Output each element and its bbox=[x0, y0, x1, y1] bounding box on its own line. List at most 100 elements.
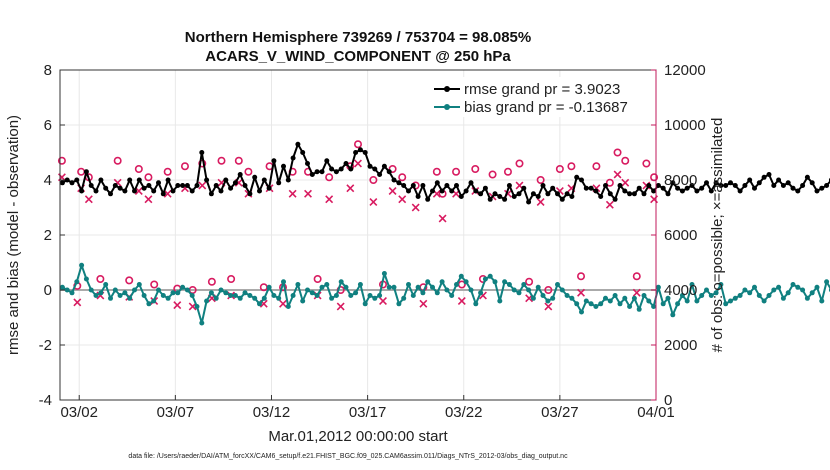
obs-assimilated-marker bbox=[144, 195, 153, 204]
obs-possible-marker bbox=[180, 162, 189, 171]
rmse-point bbox=[83, 169, 89, 175]
rmse-point bbox=[550, 185, 556, 191]
bias-point bbox=[679, 293, 685, 298]
rmse-point bbox=[122, 188, 128, 194]
legend-box bbox=[428, 77, 648, 117]
bias-point bbox=[430, 284, 435, 290]
rmse-point bbox=[511, 194, 517, 199]
x-tick-label: 03/12 bbox=[253, 404, 291, 421]
rmse-point bbox=[588, 185, 594, 191]
rmse-point bbox=[232, 180, 238, 186]
rmse-point bbox=[151, 188, 157, 194]
bias-point bbox=[425, 279, 431, 285]
rmse-point bbox=[237, 172, 243, 177]
rmse-point bbox=[708, 188, 714, 194]
obs-possible-marker bbox=[621, 156, 630, 165]
rmse-point bbox=[679, 188, 685, 194]
rmse-point bbox=[718, 183, 724, 188]
x-axis-label: Mar.01,2012 00:00:00 start bbox=[268, 428, 448, 445]
rmse-point bbox=[357, 147, 363, 153]
obs-possible-marker bbox=[125, 276, 134, 285]
bias-point bbox=[622, 295, 628, 301]
bias-point bbox=[819, 298, 825, 304]
rmse-point bbox=[223, 177, 229, 183]
bias-point bbox=[603, 295, 608, 301]
y-tick-label: -4 bbox=[39, 392, 52, 409]
obs-assimilated-marker bbox=[577, 288, 585, 297]
rmse-point bbox=[670, 180, 676, 186]
rmse-point bbox=[530, 191, 536, 197]
rmse-point bbox=[314, 169, 320, 175]
bias-point bbox=[454, 282, 459, 287]
bias-point bbox=[208, 290, 214, 296]
rmse-point bbox=[228, 185, 234, 191]
bias-point bbox=[737, 293, 743, 298]
rmse-point bbox=[165, 177, 171, 183]
rmse-point bbox=[641, 191, 647, 197]
bias-point bbox=[93, 293, 99, 298]
obs-assimilated-marker bbox=[163, 189, 172, 198]
chart-title-line1: Northern Hemisphere 739269 / 753704 = 98… bbox=[185, 29, 531, 46]
obs-possible-marker bbox=[642, 159, 651, 168]
bias-point bbox=[175, 290, 181, 296]
y-tick-label: 6 bbox=[44, 117, 52, 134]
bias-point bbox=[526, 287, 532, 293]
bias-point bbox=[785, 290, 791, 296]
bias-point bbox=[295, 282, 301, 287]
bias-point bbox=[598, 301, 604, 307]
obs-possible-marker bbox=[134, 165, 143, 174]
obs-possible-marker bbox=[536, 176, 545, 185]
rmse-point bbox=[391, 177, 397, 183]
rmse-point bbox=[660, 185, 666, 191]
bias-point bbox=[151, 298, 157, 304]
bias-point bbox=[348, 293, 354, 298]
bias-point bbox=[627, 304, 633, 309]
rmse-point bbox=[88, 183, 94, 188]
rmse-point bbox=[108, 191, 113, 197]
rmse-point bbox=[103, 185, 109, 191]
rmse-point bbox=[184, 183, 190, 188]
bias-point bbox=[444, 287, 450, 293]
obs-assimilated-marker bbox=[398, 195, 407, 204]
rmse-point bbox=[742, 183, 748, 188]
bias-point bbox=[367, 293, 373, 298]
bias-point bbox=[329, 295, 335, 301]
bias-point bbox=[555, 282, 560, 287]
rmse-point bbox=[636, 185, 642, 191]
rmse-point bbox=[555, 191, 560, 197]
bias-point bbox=[276, 295, 282, 301]
bias-point bbox=[766, 293, 772, 298]
rmse-point bbox=[598, 194, 604, 199]
rmse-point bbox=[261, 177, 267, 183]
y-tick-label: 4 bbox=[44, 172, 52, 189]
bias-point bbox=[761, 298, 767, 304]
rmse-point bbox=[646, 183, 652, 188]
rmse-point bbox=[160, 191, 166, 197]
rmse-point bbox=[434, 180, 440, 186]
bias-point bbox=[165, 295, 171, 301]
obs-assimilated-marker bbox=[544, 302, 553, 311]
obs-assimilated-marker bbox=[73, 298, 82, 307]
x-tick-label: 03/02 bbox=[60, 404, 98, 421]
x-tick-label: 04/01 bbox=[637, 404, 675, 421]
rmse-point bbox=[526, 199, 532, 205]
obs-possible-marker bbox=[388, 165, 397, 174]
rmse-point bbox=[583, 185, 589, 191]
obs-assimilated-marker bbox=[457, 297, 466, 305]
bias-point bbox=[756, 293, 762, 298]
series-lines bbox=[59, 141, 830, 326]
rmse-point bbox=[502, 196, 508, 202]
rmse-point bbox=[482, 185, 488, 191]
rmse-point bbox=[295, 141, 301, 147]
rmse-point bbox=[276, 180, 282, 186]
bias-point bbox=[141, 293, 147, 298]
rmse-point bbox=[444, 183, 450, 188]
bias-point bbox=[108, 295, 113, 301]
bias-point bbox=[232, 293, 238, 298]
rmse-point bbox=[98, 177, 104, 183]
rmse-point bbox=[396, 180, 402, 186]
obs-assimilated-marker bbox=[354, 159, 362, 168]
obs-assimilated-marker bbox=[411, 203, 420, 212]
bias-point bbox=[257, 301, 262, 307]
